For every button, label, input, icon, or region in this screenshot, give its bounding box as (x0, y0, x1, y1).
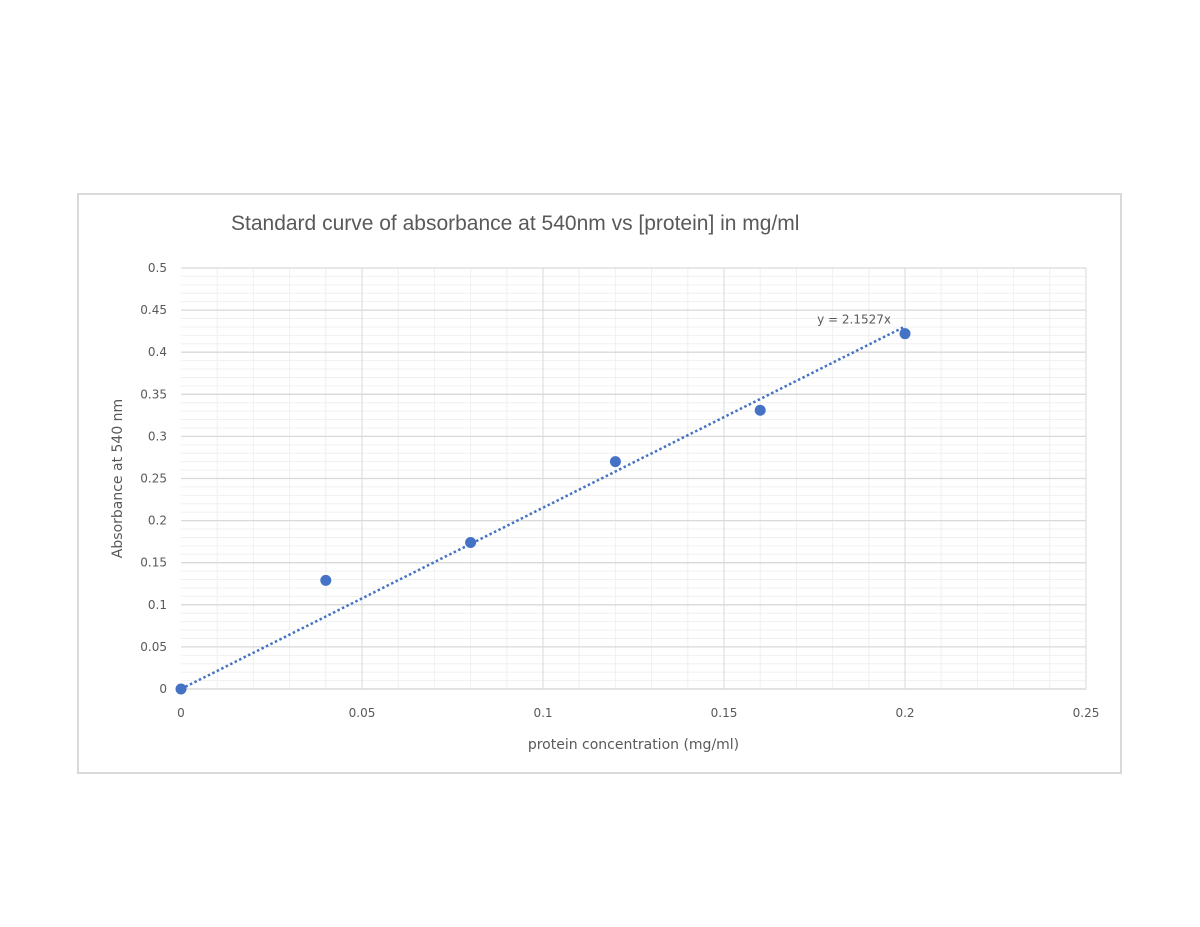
y-tick-label: 0.35 (140, 387, 167, 401)
trendline-equation: y = 2.1527x (817, 312, 891, 326)
y-tick-label: 0 (159, 682, 167, 696)
x-axis-title: protein concentration (mg/ml) (528, 737, 739, 753)
y-tick-label: 0.05 (140, 640, 167, 654)
data-point (609, 456, 621, 468)
y-tick-label: 0.2 (148, 514, 167, 528)
y-tick-label: 0.3 (148, 429, 167, 443)
y-tick-label: 0.1 (148, 598, 167, 612)
y-axis-tick-labels: 0 0.05 0.1 0.15 0.2 0.25 0.3 0.35 0.4 0.45 0.5 (140, 261, 167, 696)
major-gridlines (181, 267, 1087, 689)
x-tick-label: 0 (177, 706, 185, 720)
x-tick-label: 0.05 (349, 706, 376, 720)
x-tick-label: 0.1 (533, 706, 552, 720)
data-point (175, 683, 187, 695)
x-tick-label: 0.2 (895, 706, 914, 720)
y-tick-label: 0.45 (140, 303, 167, 317)
chart-frame: Standard curve of absorbance at 540nm vs… (77, 193, 1122, 774)
y-tick-label: 0.4 (148, 345, 167, 359)
data-point (320, 574, 332, 586)
x-axis-tick-labels: 0 0.05 0.1 0.15 0.2 0.25 (177, 706, 1099, 720)
chart-svg: Standard curve of absorbance at 540nm vs… (110, 212, 1099, 753)
y-axis-title: Absorbance at 540 nm (110, 399, 126, 558)
y-tick-label: 0.15 (140, 556, 167, 570)
y-tick-label: 0.25 (140, 472, 167, 486)
y-tick-label: 0.5 (148, 261, 167, 275)
data-point (754, 404, 766, 416)
data-point (899, 328, 911, 340)
data-point (465, 536, 477, 548)
data-points-layer (175, 328, 911, 695)
chart-title: Standard curve of absorbance at 540nm vs… (231, 212, 799, 235)
x-tick-label: 0.15 (711, 706, 738, 720)
x-tick-label: 0.25 (1073, 706, 1100, 720)
